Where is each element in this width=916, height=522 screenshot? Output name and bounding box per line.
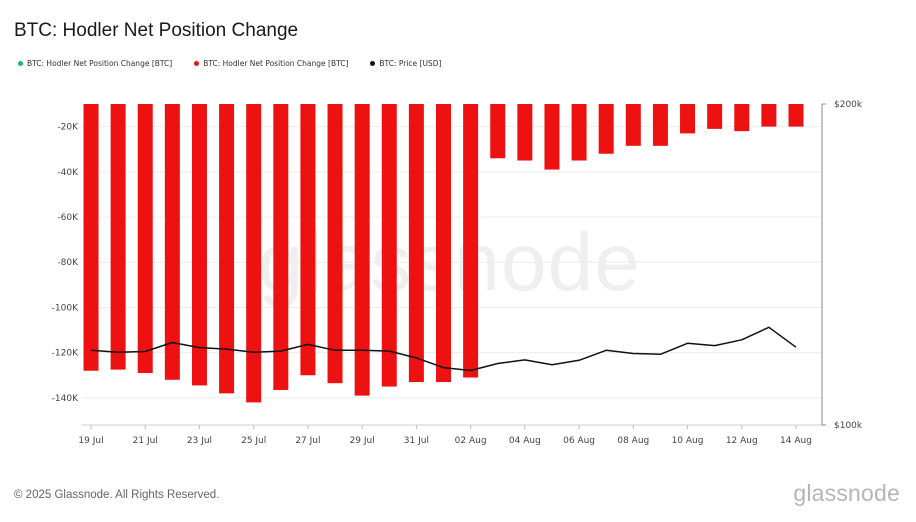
chart-legend: BTC: Hodler Net Position Change [BTC] BT… [18, 59, 441, 68]
copyright-text: © 2025 Glassnode. All Rights Reserved. [14, 489, 220, 501]
y-tick-label: -80K [57, 258, 79, 268]
bar [788, 104, 804, 127]
legend-item-hodler-green[interactable]: BTC: Hodler Net Position Change [BTC] [18, 59, 172, 68]
bar [463, 104, 479, 378]
bar [490, 104, 506, 159]
x-tick-label: 04 Aug [509, 436, 541, 446]
chart-title: BTC: Hodler Net Position Change [14, 20, 299, 41]
bar [598, 104, 614, 154]
bar [137, 104, 153, 374]
y-tick-label: -60K [57, 213, 79, 223]
bar-series [83, 104, 804, 403]
right-tick-label: $100k [834, 421, 863, 431]
x-tick-label: 02 Aug [455, 436, 487, 446]
x-tick-label: 27 Jul [295, 436, 320, 446]
x-tick-label: 21 Jul [133, 436, 158, 446]
price-series [90, 326, 797, 372]
bar [517, 104, 533, 161]
bar [761, 104, 777, 127]
bar [680, 104, 696, 134]
bar [571, 104, 587, 161]
legend-item-price[interactable]: BTC: Price [USD] [370, 59, 441, 68]
bar [300, 104, 316, 376]
bar [381, 104, 397, 387]
legend-dot-icon [194, 61, 200, 66]
bar [544, 104, 560, 170]
x-tick-label: 23 Jul [187, 436, 212, 446]
legend-dot-icon [18, 61, 23, 66]
x-tick-label: 10 Aug [672, 436, 704, 446]
x-tick-label: 14 Aug [780, 436, 812, 446]
bar [327, 104, 343, 384]
legend-label: BTC: Hodler Net Position Change [BTC] [203, 59, 349, 68]
bar [219, 104, 235, 394]
bar [652, 104, 668, 146]
x-tick-label: 12 Aug [726, 436, 758, 446]
bar [273, 104, 289, 390]
price-line [90, 326, 797, 372]
y-tick-label: -40K [57, 168, 79, 178]
x-tick-label: 29 Jul [350, 436, 375, 446]
bar [408, 104, 424, 383]
right-tick-label: $200k [834, 100, 863, 110]
bar [164, 104, 180, 380]
bar [83, 104, 99, 371]
legend-label: BTC: Price [USD] [379, 59, 442, 68]
glassnode-logo: glassnode [793, 480, 900, 506]
y-tick-label: -100K [52, 303, 79, 313]
x-tick-label: 25 Jul [241, 436, 266, 446]
x-tick-label: 08 Aug [617, 436, 649, 446]
bar [625, 104, 641, 146]
legend-dot-icon [370, 61, 376, 66]
y-tick-label: -20K [57, 123, 79, 133]
y-tick-label: -120K [52, 349, 79, 359]
legend-label: BTC: Hodler Net Position Change [BTC] [27, 59, 173, 68]
bar [436, 104, 451, 383]
bar [110, 104, 126, 370]
bar [246, 104, 262, 403]
x-tick-label: 31 Jul [404, 436, 429, 446]
bar [191, 104, 207, 386]
x-tick-label: 19 Jul [78, 436, 103, 446]
bar [354, 104, 370, 396]
axes: -20K -40K -60K -80K -100K -120K -140K $200k $100… [52, 100, 863, 446]
bar [707, 104, 723, 129]
x-tick-label: 06 Aug [563, 436, 595, 446]
legend-item-hodler-red[interactable]: BTC: Hodler Net Position Change [BTC] [194, 59, 348, 68]
y-tick-label: -140K [52, 394, 79, 404]
bar [734, 104, 750, 132]
